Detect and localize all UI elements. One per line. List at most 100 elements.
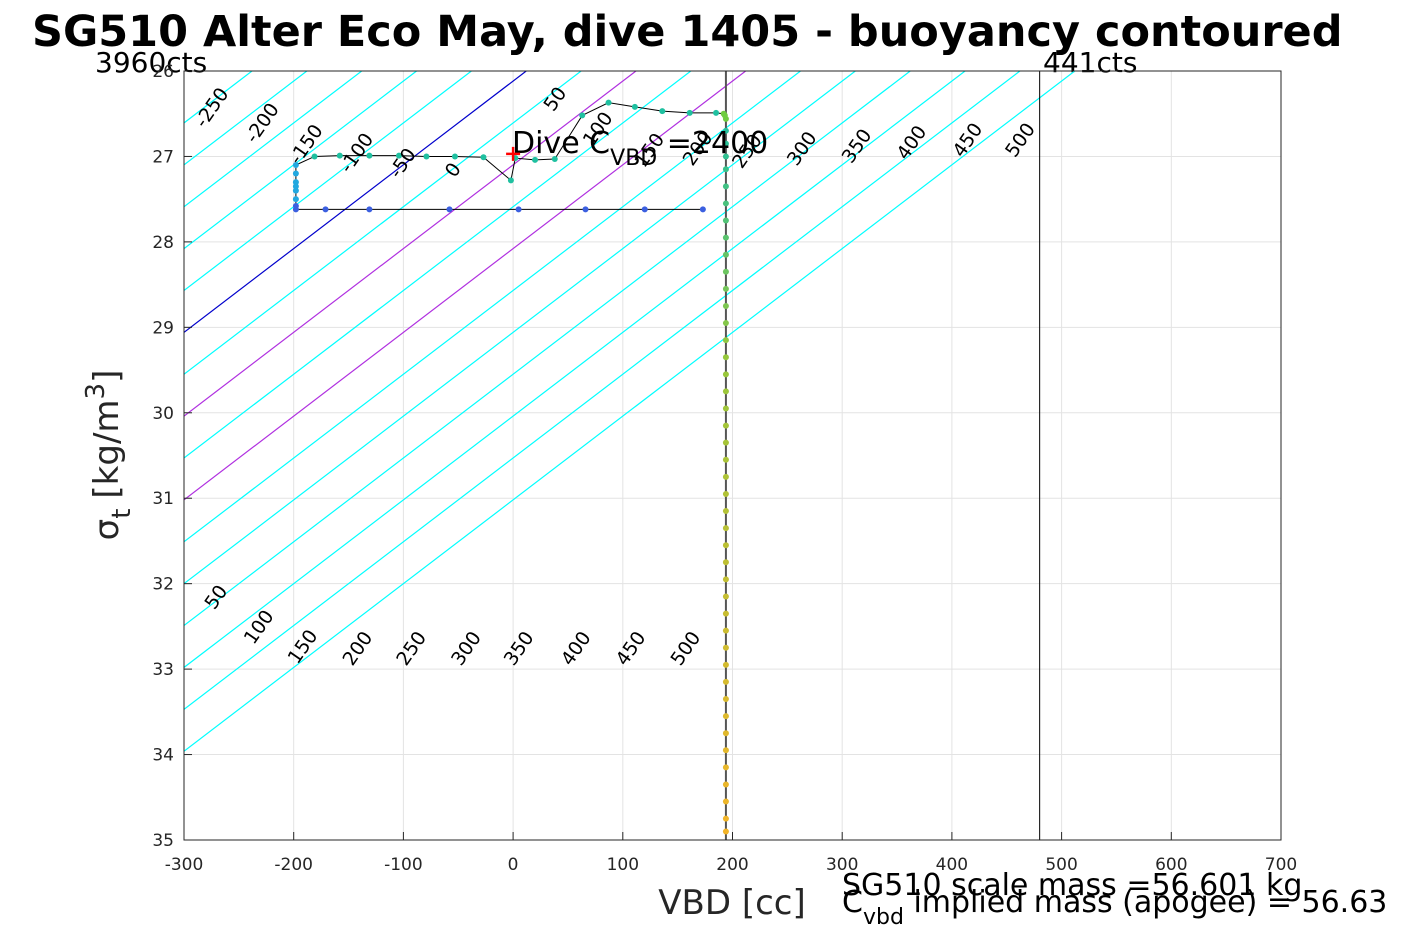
- data-point: [722, 140, 729, 147]
- data-point: [722, 251, 729, 258]
- data-point: [311, 153, 318, 160]
- scale-mass-note: SG510 scale mass =56.601 kg: [842, 868, 1302, 903]
- x-tick-label: 200: [716, 855, 748, 875]
- data-point: [722, 576, 729, 583]
- implied-mass-note: Cvbd implied mass (apogee) = 56.63: [842, 885, 1387, 930]
- contour-line: [184, 71, 692, 459]
- y-tick-label: 32: [152, 575, 174, 595]
- data-point: [451, 153, 458, 160]
- contour-line: [184, 71, 417, 250]
- contour-label: 500: [1001, 119, 1040, 161]
- data-point: [699, 206, 706, 213]
- y-tick-label: 31: [152, 489, 174, 509]
- data-point: [722, 371, 729, 378]
- contour-line: [184, 71, 1076, 752]
- x-axis-label: VBD [cc]: [658, 883, 806, 923]
- data-point: [722, 798, 729, 805]
- data-point: [722, 388, 729, 395]
- data-point: [322, 206, 329, 213]
- data-point: [722, 713, 729, 720]
- corner-label-left: 3960cts: [95, 46, 207, 79]
- y-axis-label-sub: t: [107, 509, 137, 519]
- y-axis-label-units: [kg/m: [87, 399, 127, 498]
- data-point: [579, 112, 586, 119]
- data-point: [292, 187, 299, 194]
- contour-label: -50: [385, 144, 421, 182]
- data-point: [722, 166, 729, 173]
- y-tick-label: 26: [152, 62, 174, 82]
- y-tick-label: 28: [152, 233, 174, 253]
- data-point: [396, 152, 403, 159]
- data-point: [582, 206, 589, 213]
- data-point: [292, 161, 299, 168]
- contour-label: 200: [338, 627, 377, 669]
- contour-label: 350: [500, 627, 539, 669]
- data-point: [292, 203, 299, 210]
- data-point: [722, 234, 729, 241]
- data-point: [722, 730, 729, 737]
- x-tick-label: 700: [1265, 855, 1297, 875]
- y-tick-label: 33: [152, 660, 174, 680]
- data-point: [605, 99, 612, 106]
- dive-cvbd-main: Dive C: [512, 126, 610, 161]
- contour-label: 350: [838, 125, 877, 167]
- data-point: [722, 610, 729, 617]
- data-point: [722, 661, 729, 668]
- data-point: [722, 200, 729, 207]
- data-point: [631, 103, 638, 110]
- contour-label: 450: [948, 119, 987, 161]
- dive-cvbd-label: Dive CVBD =2400: [512, 126, 768, 171]
- y-axis-label-sigma: σ: [87, 519, 127, 541]
- contour-label: 400: [557, 627, 596, 669]
- data-point: [423, 153, 430, 160]
- data-point: [722, 354, 729, 361]
- data-point: [551, 156, 558, 163]
- data-point: [641, 206, 648, 213]
- data-point: [722, 815, 729, 822]
- reference-lines: [724, 71, 1041, 840]
- data-point: [722, 490, 729, 497]
- data-point: [686, 109, 693, 116]
- data-point: [722, 422, 729, 429]
- x-tick-label: 0: [508, 855, 519, 875]
- data-point: [713, 109, 720, 116]
- corner-label-right: 441cts: [1043, 46, 1137, 79]
- data-point: [722, 183, 729, 190]
- data-point: [446, 206, 453, 213]
- data-point: [366, 206, 373, 213]
- data-point: [722, 473, 729, 480]
- contour-label: 250: [392, 627, 431, 669]
- data-point: [722, 508, 729, 515]
- data-series: [292, 99, 729, 835]
- y-axis-label-sup: 3: [81, 383, 111, 400]
- grid-lines: [183, 70, 1282, 841]
- data-point: [722, 593, 729, 600]
- data-point: [722, 439, 729, 446]
- x-tick-label: -200: [274, 855, 313, 875]
- x-axis-ticks: -300 -200 -100 0 100 200 300 400 500 600 700: [165, 832, 1297, 875]
- contour-line: [184, 71, 911, 627]
- dive-cvbd-label-text: Dive CVBD =2400: [512, 126, 768, 171]
- y-tick-label: 35: [152, 831, 174, 851]
- data-point: [722, 153, 729, 160]
- y-axis-ticks: 26 27 28 29 30 31 32 33 34 35: [152, 62, 192, 851]
- dive-cvbd-sub: VBD: [610, 146, 657, 171]
- implied-mass-rest: implied mass (apogee) = 56.63: [904, 885, 1388, 920]
- data-point: [722, 764, 729, 771]
- data-point: [292, 179, 299, 186]
- data-point: [722, 781, 729, 788]
- x-tick-label: 300: [826, 855, 858, 875]
- data-point: [722, 405, 729, 412]
- data-point: [722, 627, 729, 634]
- chart-title: SG510 Alter Eco May, dive 1405 - buoyanc…: [32, 7, 1343, 57]
- buoyancy-contours: [184, 71, 1076, 752]
- data-point: [722, 559, 729, 566]
- data-point: [722, 268, 729, 275]
- data-point: [722, 320, 729, 327]
- x-tick-label: -100: [384, 855, 423, 875]
- contour-label: 150: [284, 626, 323, 668]
- data-point: [366, 152, 373, 159]
- data-point: [722, 678, 729, 685]
- x-tick-label: 500: [1045, 855, 1077, 875]
- contour-label: -250: [191, 84, 234, 132]
